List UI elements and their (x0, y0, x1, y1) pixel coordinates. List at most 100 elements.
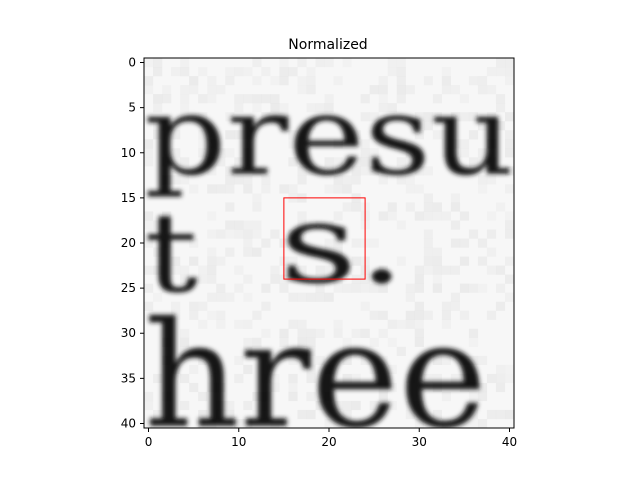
image-pixel (442, 85, 451, 94)
image-pixel (207, 374, 216, 383)
image-pixel (415, 112, 424, 121)
image-pixel (460, 94, 469, 103)
image-pixel (144, 76, 154, 86)
image-pixel (243, 248, 252, 257)
image-pixel (361, 284, 370, 293)
image-pixel (234, 356, 243, 365)
image-pixel (225, 293, 234, 302)
image-pixel (297, 76, 306, 85)
image-pixel (478, 238, 487, 247)
image-pixel (451, 193, 460, 202)
image-pixel (496, 94, 505, 103)
image-pixel (207, 265, 217, 275)
image-pixel (306, 166, 315, 175)
image-pixel (433, 130, 442, 139)
image-pixel (369, 166, 379, 176)
image-pixel (370, 148, 379, 157)
image-pixel (478, 76, 487, 85)
image-pixel (216, 383, 225, 392)
image-pixel (207, 211, 216, 220)
image-pixel (451, 157, 460, 166)
image-pixel (343, 347, 352, 356)
image-pixel (180, 67, 189, 76)
image-pixel (334, 284, 343, 293)
y-axis: 0 5 10 15 20 25 30 35 40 (121, 56, 144, 430)
image-pixel (144, 301, 154, 311)
image-pixel (388, 365, 397, 374)
image-pixel (459, 238, 470, 248)
image-pixel (432, 256, 443, 266)
image-pixel (144, 220, 153, 229)
image-pixel (505, 365, 514, 374)
image-pixel (423, 121, 433, 131)
image-pixel (261, 238, 270, 247)
image-pixel (153, 121, 162, 130)
image-pixel (406, 85, 415, 94)
image-pixel (234, 229, 243, 238)
image-pixel (460, 419, 469, 428)
image-pixel (225, 130, 235, 140)
image-pixel (441, 130, 452, 140)
image-pixel (252, 58, 261, 67)
image-pixel (144, 58, 153, 67)
image-pixel (361, 166, 370, 175)
image-pixel (171, 365, 180, 374)
image-pixel (361, 356, 370, 365)
image-pixel (306, 85, 315, 94)
image-pixel (450, 238, 461, 248)
image-pixel (370, 338, 379, 347)
image-pixel (189, 184, 198, 193)
image-pixel (198, 139, 207, 148)
image-pixel (495, 121, 506, 131)
image-pixel (468, 157, 479, 167)
image-pixel (442, 139, 451, 148)
image-pixel (198, 409, 208, 420)
image-pixel (306, 103, 315, 112)
image-pixel (225, 229, 234, 238)
image-pixel (225, 401, 234, 410)
image-pixel (261, 184, 270, 193)
image-pixel (424, 211, 433, 220)
image-pixel (234, 175, 244, 185)
image-pixel (153, 94, 163, 104)
image-pixel (342, 355, 352, 366)
image-pixel (243, 94, 252, 103)
image-pixel (279, 328, 289, 338)
image-pixel (225, 76, 234, 85)
image-pixel (378, 265, 388, 275)
image-pixel (478, 419, 487, 428)
y-tick-label: 40 (121, 416, 136, 430)
image-pixel (162, 337, 172, 347)
image-pixel (162, 392, 171, 401)
image-pixel (352, 157, 361, 166)
image-pixel (415, 401, 424, 410)
image-pixel (379, 103, 388, 112)
x-tick-label: 20 (321, 435, 336, 449)
image-pixel (468, 373, 479, 384)
image-pixel (441, 310, 452, 320)
image-pixel (388, 67, 397, 76)
image-pixel (343, 202, 352, 211)
image-pixel (207, 419, 216, 428)
image-pixel (496, 410, 505, 419)
image-pixel (153, 293, 162, 302)
image-pixel (433, 410, 442, 419)
image-pixel (306, 392, 315, 401)
image-pixel (324, 391, 334, 402)
image-pixel (387, 202, 397, 212)
image-pixel (162, 85, 171, 94)
image-pixel (369, 85, 379, 95)
image-pixel (189, 302, 198, 311)
image-pixel (379, 76, 388, 85)
image-glyph: s. (279, 180, 405, 308)
image-pixel (459, 211, 470, 221)
x-tick-label: 0 (145, 435, 153, 449)
image-pixel (306, 121, 315, 130)
image-pixel (424, 374, 433, 383)
image-pixel (243, 148, 252, 157)
image-pixel (432, 355, 443, 366)
image-pixel (207, 94, 216, 103)
image-pixel (423, 112, 433, 122)
image-pixel (216, 85, 225, 94)
image-pixel (207, 157, 217, 167)
